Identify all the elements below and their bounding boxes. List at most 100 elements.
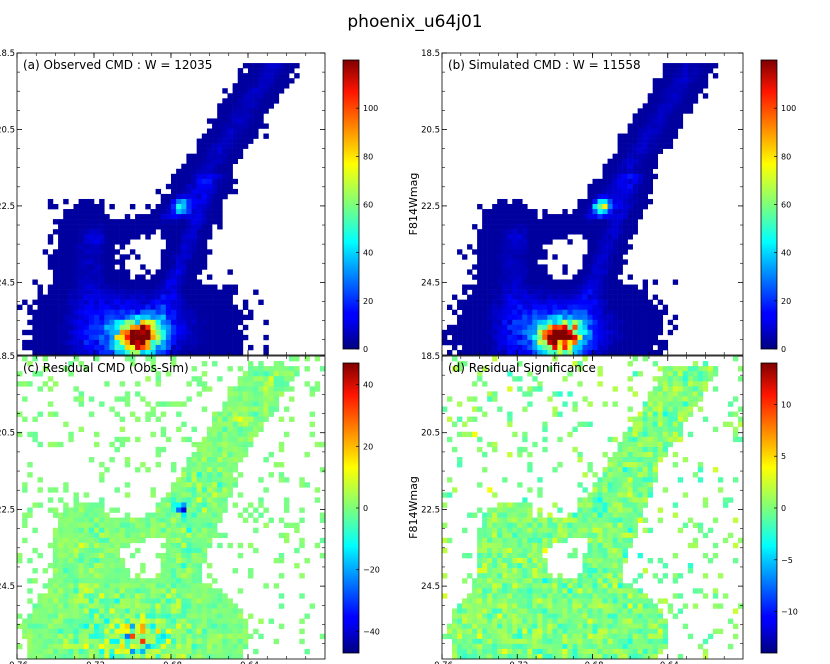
heatmap-cell [176,492,182,498]
heatmap-cell [592,349,598,356]
heatmap-cell [227,366,233,372]
heatmap-cell [99,603,105,609]
heatmap-cell [217,588,223,594]
heatmap-cell [487,608,493,614]
heatmap-cell [268,366,274,372]
heatmap-cell [467,299,473,305]
heatmap-cell [582,309,588,316]
heatmap-cell [165,371,172,377]
heatmap-cell [73,294,79,300]
heatmap-cell [617,254,623,260]
heatmap-cell [622,153,628,159]
heatmap-cell [447,339,453,346]
heatmap-cell [462,618,468,624]
heatmap-cell [607,234,613,240]
heatmap-cell [135,334,141,341]
heatmap-cell [155,598,162,604]
heatmap-cell [171,628,177,635]
heatmap-cell [83,522,90,528]
heatmap-cell [150,214,156,220]
heatmap-cell [507,512,513,518]
heatmap-cell [527,349,533,356]
heatmap-cell [124,356,131,362]
heatmap-cell [712,73,719,79]
heatmap-cell [452,366,458,372]
heatmap-cell [47,254,54,260]
heatmap-cell [477,259,483,265]
heatmap-cell [258,73,264,79]
heatmap-cell [114,314,120,321]
heatmap-cell [467,244,473,250]
heatmap-cell [682,103,689,109]
heatmap-cell [135,603,141,609]
heatmap-cell [78,204,85,210]
heatmap-cell [217,334,223,341]
heatmap-cell [42,299,49,305]
heatmap-cell [452,487,458,493]
heatmap-cell [497,289,503,295]
heatmap-cell [477,552,483,559]
heatmap-cell [642,304,648,310]
heatmap-cell [186,583,192,589]
heatmap-cell [176,249,182,255]
heatmap-cell [537,249,543,255]
heatmap-cell [309,603,316,609]
heatmap-cell [217,224,223,230]
heatmap-cell [507,608,513,614]
heatmap-cell [58,344,64,351]
heatmap-cell [94,527,100,534]
heatmap-cell [522,209,528,215]
heatmap-cell [217,416,223,422]
heatmap-cell [687,83,694,89]
heatmap-cell [248,512,254,518]
heatmap-cell [42,356,49,362]
heatmap-cell [63,339,69,346]
heatmap-cell [314,381,321,387]
heatmap-cell [482,537,488,544]
heatmap-cell [212,153,218,159]
heatmap-cell [452,324,458,331]
heatmap-cell [642,188,648,195]
heatmap-cell [140,219,146,225]
heatmap-cell [507,264,513,270]
heatmap-cell [109,259,115,265]
heatmap-cell [612,158,618,165]
heatmap-cell [627,204,633,210]
heatmap-cell [186,467,192,473]
heatmap-cell [497,638,503,645]
heatmap-cell [567,299,573,305]
heatmap-cell [502,638,508,645]
heatmap-cell [78,603,85,609]
heatmap-cell [171,593,177,599]
heatmap-cell [577,269,583,275]
heatmap-cell [181,219,187,225]
heatmap-cell [124,436,131,443]
heatmap-cell [442,492,448,498]
heatmap-cell [227,416,233,422]
heatmap-cell [212,477,218,483]
heatmap-cell [58,314,64,321]
heatmap-cell [237,309,244,316]
heatmap-cell [52,269,59,275]
heatmap-cell [562,294,568,300]
y-axis-label: F814Wmag [407,173,420,236]
heatmap-cell [58,274,64,280]
heatmap-cell [253,416,259,422]
heatmap-cell [632,178,638,185]
heatmap-cell [587,284,593,290]
heatmap-cell [191,294,197,300]
heatmap-cell [482,638,488,645]
heatmap-cell [109,648,115,655]
heatmap-cell [47,497,54,503]
heatmap-cell [617,299,623,305]
heatmap-cell [201,289,208,295]
heatmap-cell [88,239,95,245]
heatmap-cell [186,482,192,488]
heatmap-cell [627,173,633,180]
heatmap-cell [155,219,162,225]
heatmap-cell [104,547,110,554]
heatmap-cell [52,279,59,285]
heatmap-cell [512,588,518,594]
heatmap-cell [482,239,488,245]
heatmap-cell [557,214,563,220]
